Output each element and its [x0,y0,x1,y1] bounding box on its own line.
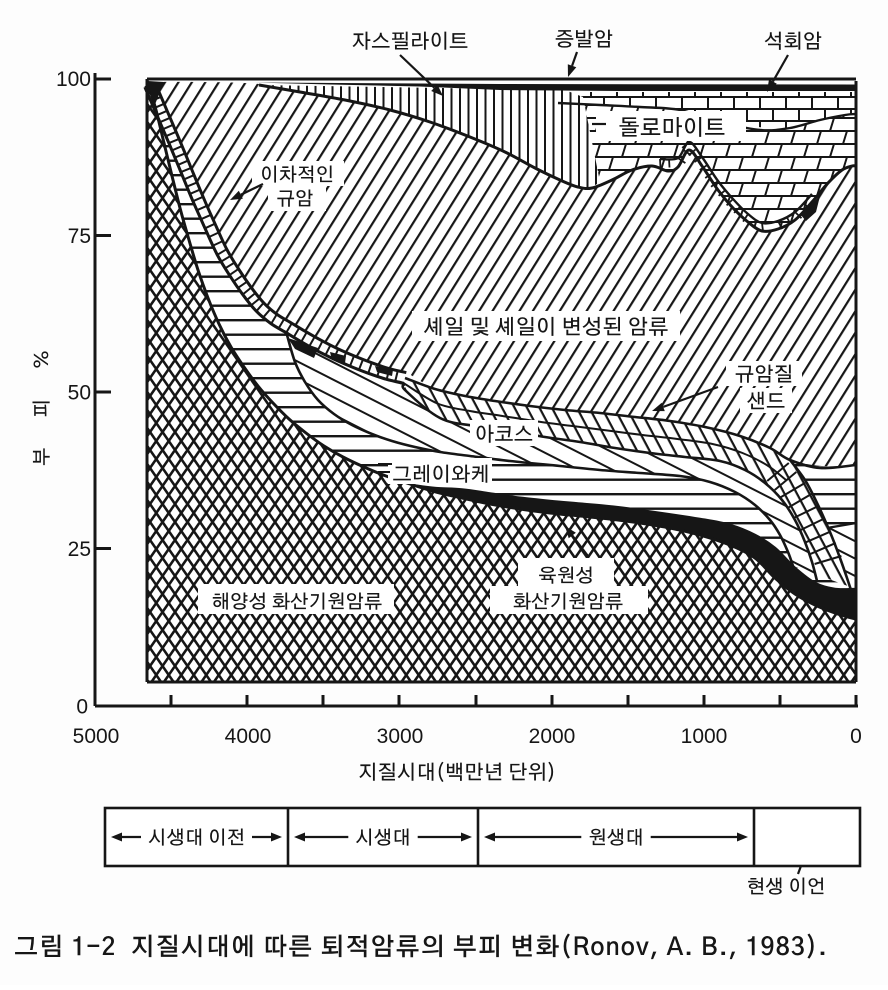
svg-text:2000: 2000 [529,725,576,748]
svg-text:5000: 5000 [73,725,120,748]
svg-text:3000: 3000 [377,725,424,748]
svg-text:1000: 1000 [681,725,728,748]
svg-text:75: 75 [68,225,91,248]
svg-text:50: 50 [68,382,91,405]
svg-text:4000: 4000 [225,725,272,748]
svg-text:0: 0 [76,696,88,719]
svg-text:0: 0 [850,725,862,748]
svg-text:100: 100 [56,68,91,91]
svg-text:25: 25 [68,538,91,561]
